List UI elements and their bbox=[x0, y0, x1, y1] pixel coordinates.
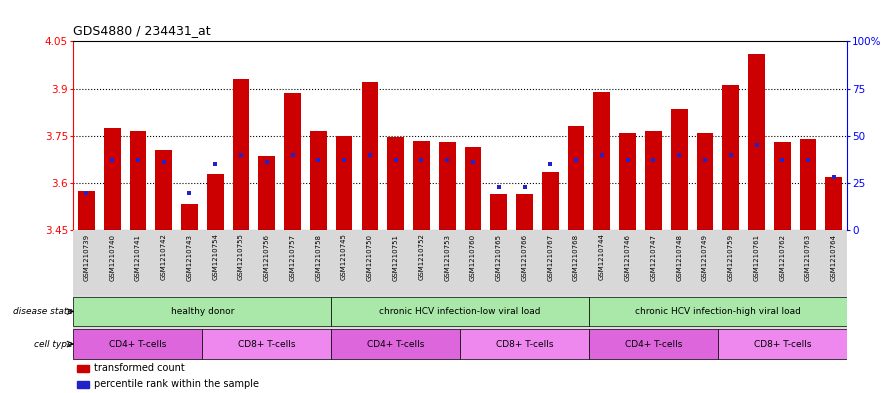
Text: GSM1210742: GSM1210742 bbox=[160, 233, 167, 281]
Bar bbox=[718, 329, 847, 359]
Text: percentile rank within the sample: percentile rank within the sample bbox=[93, 379, 259, 389]
Bar bbox=[465, 147, 481, 230]
Text: cell type: cell type bbox=[34, 340, 73, 349]
Text: GDS4880 / 234431_at: GDS4880 / 234431_at bbox=[73, 24, 211, 37]
Text: chronic HCV infection-low viral load: chronic HCV infection-low viral load bbox=[379, 307, 541, 316]
Bar bbox=[284, 93, 301, 230]
Text: GSM1210750: GSM1210750 bbox=[366, 233, 373, 281]
Bar bbox=[589, 297, 847, 326]
Text: disease state: disease state bbox=[13, 307, 73, 316]
Text: GSM1210768: GSM1210768 bbox=[573, 233, 579, 281]
Text: GSM1210748: GSM1210748 bbox=[676, 233, 682, 281]
Text: GSM1210749: GSM1210749 bbox=[702, 233, 708, 281]
Bar bbox=[207, 174, 224, 230]
Text: GSM1210763: GSM1210763 bbox=[806, 233, 811, 281]
Text: CD8+ T-cells: CD8+ T-cells bbox=[754, 340, 811, 349]
Text: GSM1210759: GSM1210759 bbox=[728, 233, 734, 281]
Bar bbox=[696, 133, 713, 230]
Text: GSM1210740: GSM1210740 bbox=[109, 233, 115, 281]
Text: GSM1210746: GSM1210746 bbox=[625, 233, 631, 281]
Bar bbox=[73, 329, 202, 359]
Bar bbox=[593, 92, 610, 230]
Bar bbox=[336, 136, 352, 230]
Text: chronic HCV infection-high viral load: chronic HCV infection-high viral load bbox=[635, 307, 801, 316]
Text: healthy donor: healthy donor bbox=[170, 307, 234, 316]
Bar bbox=[589, 329, 718, 359]
Bar bbox=[130, 131, 146, 230]
Bar bbox=[233, 79, 249, 230]
Bar bbox=[774, 142, 790, 230]
Bar bbox=[155, 150, 172, 230]
Bar bbox=[516, 194, 533, 230]
Bar bbox=[568, 126, 584, 230]
Text: GSM1210744: GSM1210744 bbox=[599, 233, 605, 281]
Bar bbox=[181, 204, 198, 230]
Bar bbox=[413, 141, 430, 230]
Bar bbox=[78, 191, 95, 230]
Text: GSM1210758: GSM1210758 bbox=[315, 233, 322, 281]
Bar bbox=[490, 194, 507, 230]
Bar bbox=[825, 177, 842, 230]
Bar bbox=[645, 131, 662, 230]
Bar bbox=[258, 156, 275, 230]
Text: GSM1210745: GSM1210745 bbox=[341, 233, 347, 281]
Text: GSM1210751: GSM1210751 bbox=[392, 233, 399, 281]
Text: GSM1210756: GSM1210756 bbox=[263, 233, 270, 281]
Text: GSM1210762: GSM1210762 bbox=[780, 233, 785, 281]
Text: GSM1210765: GSM1210765 bbox=[495, 233, 502, 281]
Text: GSM1210753: GSM1210753 bbox=[444, 233, 450, 281]
Bar bbox=[387, 138, 404, 230]
Bar bbox=[332, 297, 589, 326]
Text: CD4+ T-cells: CD4+ T-cells bbox=[109, 340, 167, 349]
Text: CD8+ T-cells: CD8+ T-cells bbox=[495, 340, 554, 349]
Text: CD8+ T-cells: CD8+ T-cells bbox=[238, 340, 296, 349]
Bar bbox=[722, 85, 739, 230]
Text: CD4+ T-cells: CD4+ T-cells bbox=[367, 340, 425, 349]
Text: GSM1210767: GSM1210767 bbox=[547, 233, 554, 281]
Text: GSM1210755: GSM1210755 bbox=[238, 233, 244, 281]
Bar bbox=[202, 329, 332, 359]
Bar bbox=[748, 54, 765, 230]
Text: GSM1210752: GSM1210752 bbox=[418, 233, 425, 281]
Text: GSM1210766: GSM1210766 bbox=[521, 233, 528, 281]
Bar bbox=[104, 128, 120, 230]
Bar bbox=[461, 329, 589, 359]
Text: GSM1210747: GSM1210747 bbox=[650, 233, 657, 281]
Bar bbox=[800, 139, 816, 230]
Text: GSM1210764: GSM1210764 bbox=[831, 233, 837, 281]
Text: GSM1210739: GSM1210739 bbox=[83, 233, 90, 281]
Text: CD4+ T-cells: CD4+ T-cells bbox=[625, 340, 682, 349]
Bar bbox=[332, 329, 461, 359]
Bar bbox=[77, 381, 89, 387]
Text: GSM1210757: GSM1210757 bbox=[289, 233, 296, 281]
Bar bbox=[361, 82, 378, 230]
Text: GSM1210743: GSM1210743 bbox=[186, 233, 193, 281]
Text: GSM1210741: GSM1210741 bbox=[135, 233, 141, 281]
Text: transformed count: transformed count bbox=[93, 363, 185, 373]
Bar bbox=[439, 142, 455, 230]
Text: GSM1210754: GSM1210754 bbox=[212, 233, 219, 281]
Bar bbox=[73, 297, 332, 326]
Bar bbox=[310, 131, 327, 230]
Text: GSM1210761: GSM1210761 bbox=[754, 233, 760, 281]
Bar bbox=[671, 109, 687, 230]
Bar bbox=[77, 365, 89, 372]
Bar bbox=[619, 133, 636, 230]
Bar bbox=[542, 172, 559, 230]
Text: GSM1210760: GSM1210760 bbox=[470, 233, 476, 281]
